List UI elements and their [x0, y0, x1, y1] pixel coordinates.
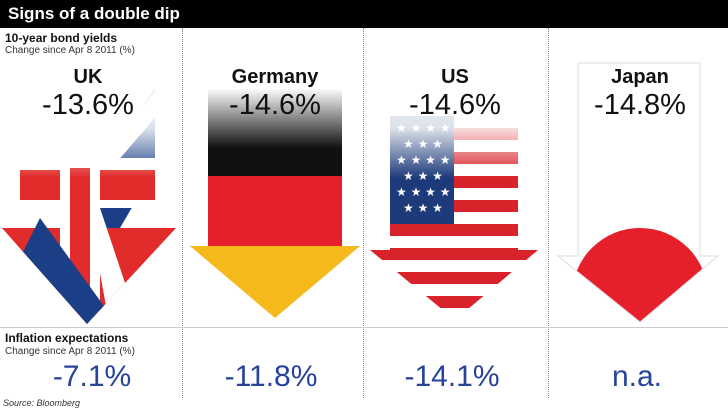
us-country-name: US [441, 66, 469, 88]
inflation-section-title: Inflation expectations [5, 331, 129, 345]
uk-country-name: UK [73, 66, 103, 88]
column-divider [548, 28, 549, 398]
flag-arrows: ★ ★ ★ ★ ★ ★ ★ ★ ★ ★ ★ ★ ★ ★ ★ ★ ★ ★ ★ ★ … [2, 62, 720, 324]
source-note: Source: Bloomberg [3, 398, 81, 408]
japan-country-name: Japan [611, 66, 669, 88]
japan-arrow-outline [556, 62, 720, 323]
section-rule [0, 327, 728, 328]
uk-bond-value: -13.6% [42, 89, 134, 121]
title-bar: Signs of a double dip [0, 0, 728, 28]
japan-bond-value: -14.8% [594, 89, 686, 121]
chart-title: Signs of a double dip [8, 4, 180, 23]
germany-country-name: Germany [231, 66, 319, 88]
uk-label: UK -13.6% [3, 66, 173, 122]
germany-bond-value: -14.6% [229, 89, 321, 121]
us-label: US -14.6% [370, 66, 540, 122]
bond-section-title: 10-year bond yields [5, 31, 118, 45]
us-bond-value: -14.6% [409, 89, 501, 121]
japan-label: Japan -14.8% [555, 66, 725, 122]
japan-inflation-value: n.a. [611, 360, 663, 393]
germany-label: Germany -14.6% [190, 66, 360, 122]
column-divider [363, 28, 364, 398]
uk-inflation-value: -7.1% [52, 360, 132, 393]
bond-section-subtitle: Change since Apr 8 2011 (%) [5, 45, 135, 56]
inflation-section-subtitle: Change since Apr 8 2011 (%) [5, 346, 135, 357]
germany-inflation-value: -11.8% [224, 360, 318, 393]
column-divider [182, 28, 183, 398]
us-inflation-value: -14.1% [404, 360, 500, 393]
